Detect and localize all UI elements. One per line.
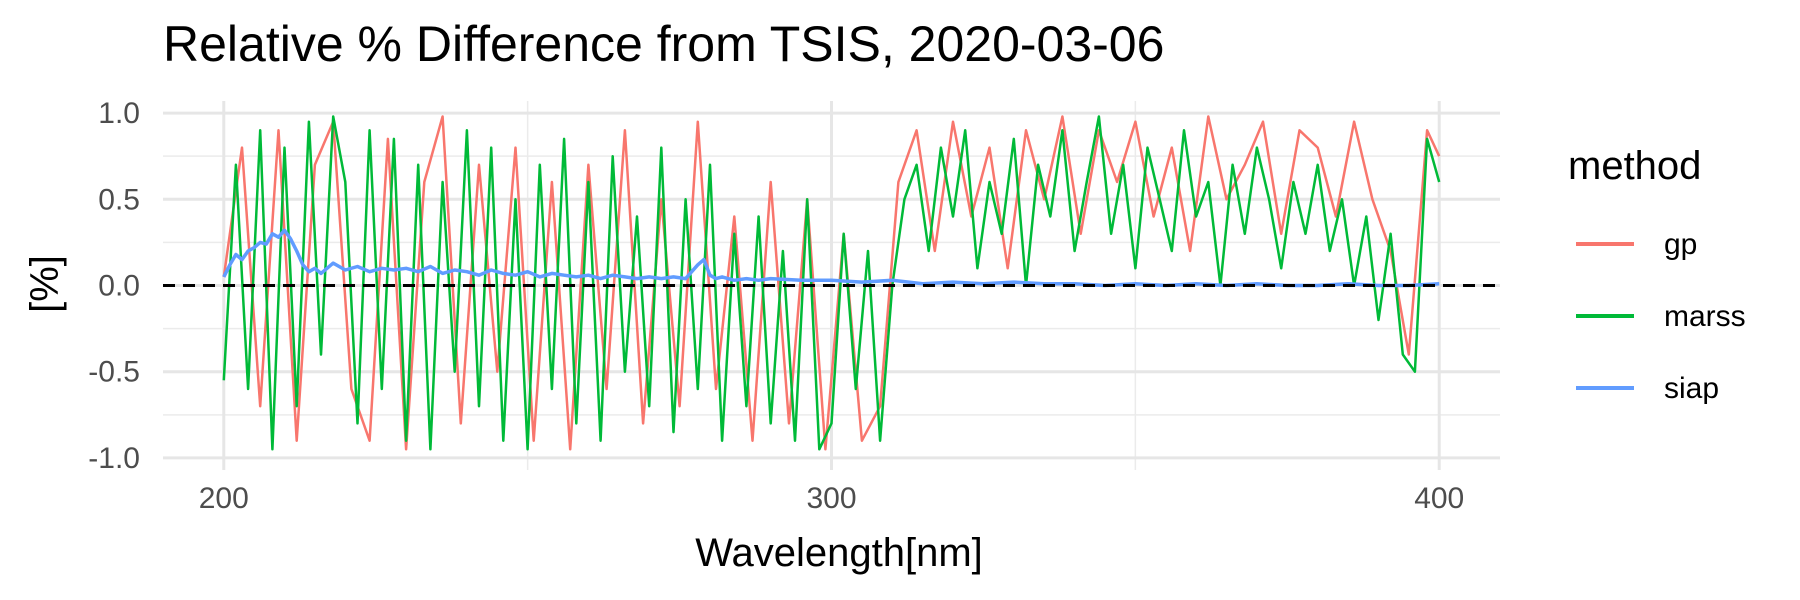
legend-title: method (1568, 144, 1701, 188)
y-tick-label: 1.0 (98, 97, 140, 130)
series-line-siap (222, 228, 1440, 288)
legend-label-gp: gp (1664, 228, 1697, 261)
x-tick-label: 200 (199, 482, 249, 515)
y-tick-label: 0.5 (98, 183, 140, 216)
y-tick-label: 0.0 (98, 270, 140, 303)
x-tick-label: 400 (1414, 482, 1464, 515)
y-tick-label: -1.0 (88, 442, 140, 475)
y-tick-label: -0.5 (88, 356, 140, 389)
x-tick-label: 300 (806, 482, 856, 515)
legend-label-marss: marss (1664, 300, 1746, 333)
y-axis-title: [%] (23, 255, 67, 313)
legend-entries: gp marss siap (1576, 228, 1746, 405)
y-tick-labels: -1.0 -0.5 0.0 0.5 1.0 (88, 97, 140, 475)
legend-label-siap: siap (1664, 372, 1719, 405)
x-tick-labels: 200 300 400 (199, 482, 1465, 515)
series-layer (222, 115, 1441, 451)
chart-title: Relative % Difference from TSIS, 2020-03… (163, 16, 1164, 72)
legend: method gp marss siap (1568, 144, 1746, 405)
series-line-gp (222, 115, 1441, 451)
x-axis-title: Wavelength[nm] (695, 531, 983, 575)
series-line-marss (222, 115, 1441, 451)
